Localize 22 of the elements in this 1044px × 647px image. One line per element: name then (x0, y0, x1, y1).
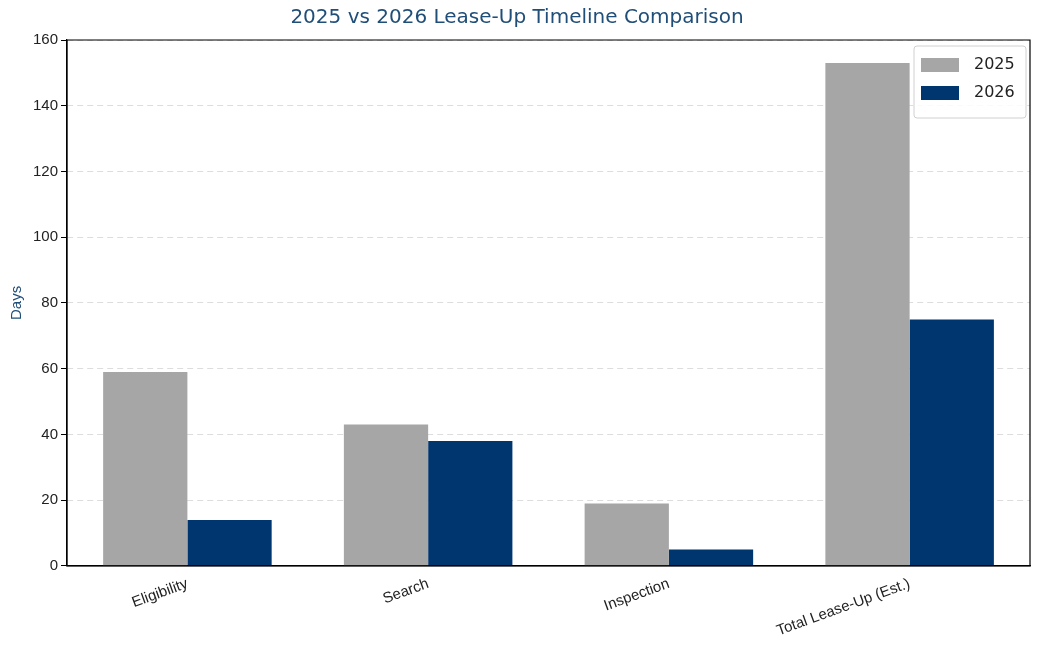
y-tick-label: 60 (41, 358, 59, 376)
bar (343, 424, 429, 566)
bar (187, 519, 272, 566)
bar (103, 371, 188, 566)
y-tick-label: 20 (41, 490, 59, 508)
y-axis-title: Days (7, 285, 25, 321)
y-tick-label: 100 (33, 227, 59, 245)
bar (428, 441, 513, 566)
y-tick-label: 160 (33, 30, 59, 48)
legend-label: 2026 (974, 82, 1015, 102)
y-tick-label: 120 (33, 161, 59, 179)
x-tick-label: Search (380, 574, 431, 607)
bar (668, 549, 754, 566)
chart-title: 2025 vs 2026 Lease-Up Timeline Comparison (290, 4, 744, 29)
y-tick-label: 80 (41, 293, 59, 311)
y-tick-label: 0 (49, 556, 59, 574)
legend-label: 2025 (974, 54, 1015, 74)
y-tick-label: 140 (33, 95, 59, 113)
y-tick-label: 40 (41, 424, 59, 442)
bar (909, 319, 994, 566)
bar (584, 503, 669, 566)
bar (825, 63, 910, 566)
